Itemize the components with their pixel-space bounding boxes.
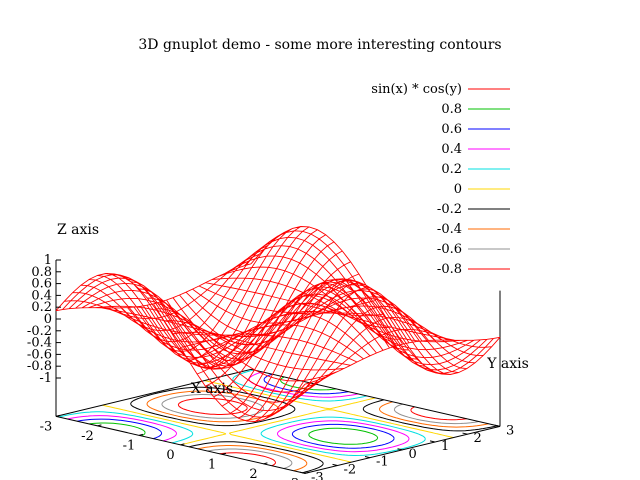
z-tick-label: -0.6 [27, 347, 52, 362]
z-axis-label: Z axis [57, 222, 99, 238]
z-tick-label: -0.4 [27, 336, 52, 351]
y-tick-label: -1 [376, 455, 389, 470]
x-tick-mark [263, 462, 268, 465]
x-axis-ticks: -3 -2 -1 0 1 2 3 [40, 414, 310, 480]
y-tick-label: 2 [474, 431, 482, 446]
contour-level [146, 390, 489, 472]
z-tick-label: 0.6 [31, 277, 52, 292]
contour-level [77, 373, 395, 449]
contour-level [130, 386, 498, 474]
y-axis-ticks: -3 -2 -1 0 1 2 3 [299, 423, 514, 480]
legend-entry-label: 0.6 [441, 122, 462, 137]
x-tick-label: 2 [249, 467, 257, 480]
z-tick-label: 0.4 [31, 288, 52, 303]
y-tick-label: -2 [344, 463, 357, 478]
legend: sin(x) * cos(y) 0.8 0.6 0.4 0.2 0 -0.2 -0.4 -0.6… [371, 82, 510, 277]
y-tick-label: 0 [409, 447, 417, 462]
legend-entry-label: -0.6 [437, 242, 462, 257]
contour-level [102, 380, 454, 463]
z-axis-ticks: -1-0.8-0.6-0.4-0.200.20.40.60.81 [27, 253, 61, 386]
z-tick-label: -0.2 [27, 324, 52, 339]
y-tick-mark [332, 463, 338, 466]
x-tick-label: -1 [123, 438, 136, 453]
y-tick-mark [397, 448, 403, 451]
z-tick-label: -1 [39, 371, 52, 386]
z-tick-label: 0 [44, 312, 52, 327]
z-tick-label: 1 [44, 253, 52, 268]
x-tick-label: 1 [208, 457, 216, 472]
x-tick-label: 3 [291, 476, 299, 480]
y-tick-mark [494, 424, 501, 427]
y-tick-mark [299, 471, 306, 474]
x-tick-mark [97, 424, 102, 427]
chart-title: 3D gnuplot demo - some more interesting … [138, 37, 501, 53]
x-tick-mark [180, 443, 185, 446]
y-tick-label: 3 [506, 423, 514, 438]
surface-mesh [55, 226, 501, 422]
base-edge-back-right [250, 368, 501, 427]
x-tick-mark [221, 452, 227, 455]
x-tick-mark [138, 433, 144, 436]
legend-entry-label: -0.8 [437, 262, 462, 277]
z-tick-label: 0.2 [31, 300, 52, 315]
contour-level [58, 369, 426, 456]
y-axis-label: Y axis [486, 356, 529, 372]
y-tick-label: 1 [441, 439, 449, 454]
y-tick-mark [364, 456, 371, 459]
x-tick-mark [304, 471, 310, 474]
legend-entry-label: sin(x) * cos(y) [371, 82, 462, 97]
legend-entry-label: 0.8 [441, 102, 462, 117]
z-tick-label: -0.8 [27, 359, 52, 374]
legend-entry-label: -0.4 [437, 222, 462, 237]
legend-entry-label: -0.2 [437, 202, 462, 217]
z-tick-label: 0.8 [31, 265, 52, 280]
x-tick-mark [55, 414, 61, 417]
x-axis-label: X axis [191, 381, 233, 397]
y-tick-mark [462, 432, 468, 435]
x-tick-label: -2 [81, 429, 94, 444]
contour-lines [58, 369, 498, 474]
legend-entry-label: 0.2 [441, 162, 462, 177]
legend-entry-label: 0.4 [441, 142, 462, 157]
surface-mesh-lines [55, 226, 501, 422]
y-tick-mark [429, 440, 436, 443]
contour-level [177, 397, 467, 467]
base-edge-back-left [55, 368, 252, 417]
y-tick-label: -3 [311, 470, 324, 480]
x-tick-label: -3 [40, 419, 53, 434]
legend-entry-label: 0 [454, 182, 462, 197]
contour-level [161, 394, 479, 469]
x-tick-label: 0 [166, 448, 174, 463]
